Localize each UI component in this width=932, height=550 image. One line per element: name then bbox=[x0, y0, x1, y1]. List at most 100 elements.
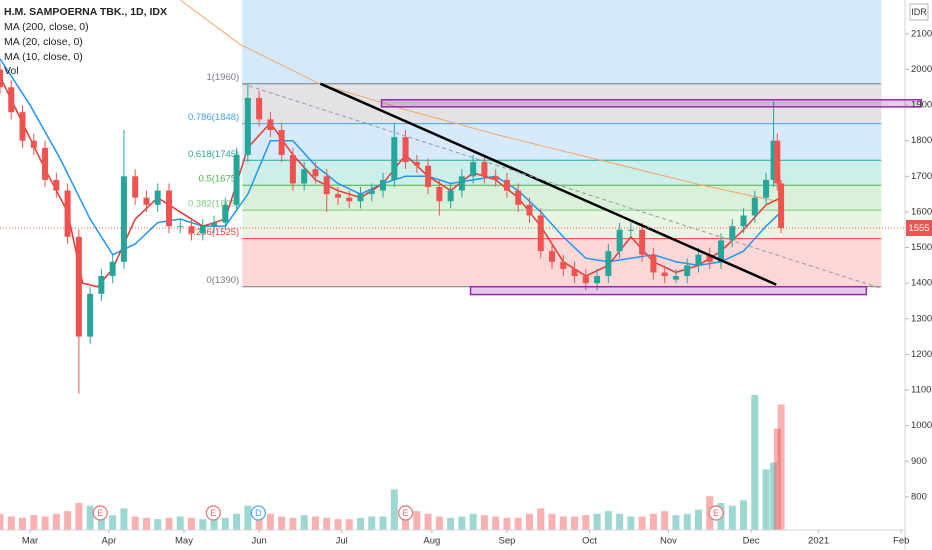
fib-band bbox=[242, 123, 882, 161]
y-tick-label: 1800 bbox=[911, 135, 932, 146]
volume-bar bbox=[244, 505, 252, 530]
candle-body bbox=[492, 176, 499, 180]
volume-bar bbox=[154, 519, 162, 530]
candle-body bbox=[571, 268, 578, 277]
volume-bar bbox=[64, 511, 72, 530]
volume-bar bbox=[469, 513, 477, 530]
candle-body bbox=[211, 222, 218, 227]
candle-body bbox=[616, 229, 623, 252]
y-tick-label: 2000 bbox=[911, 64, 932, 75]
candle-body bbox=[53, 179, 60, 191]
candle-body bbox=[165, 190, 172, 227]
candle-body bbox=[740, 215, 747, 227]
volume-bar bbox=[492, 516, 500, 530]
candle-body bbox=[256, 97, 263, 120]
fib-background bbox=[242, 0, 882, 84]
candle-body bbox=[503, 179, 510, 191]
volume-bar bbox=[616, 513, 624, 530]
volume-bar bbox=[548, 513, 556, 530]
event-label: E bbox=[210, 508, 216, 518]
candle-body bbox=[42, 147, 49, 180]
candle-body bbox=[368, 190, 375, 195]
candle-body bbox=[549, 251, 556, 262]
x-tick-label: Apr bbox=[102, 536, 117, 547]
candle-body bbox=[177, 226, 184, 228]
legend-item: Vol bbox=[4, 65, 19, 77]
volume-bar bbox=[435, 516, 443, 530]
volume-bar bbox=[131, 516, 139, 530]
candle-body bbox=[639, 229, 646, 255]
volume-bar bbox=[740, 500, 748, 530]
volume-bar bbox=[770, 462, 778, 530]
fib-band bbox=[242, 160, 882, 186]
candle-body bbox=[391, 137, 398, 180]
x-tick-label: Mar bbox=[22, 536, 38, 547]
candle-body bbox=[267, 119, 274, 131]
candle-body bbox=[222, 204, 229, 223]
candle-body bbox=[19, 112, 26, 141]
x-tick-label: 2021 bbox=[808, 536, 829, 547]
candle-body bbox=[425, 165, 432, 187]
event-marker bbox=[397, 505, 414, 521]
candle-body bbox=[774, 140, 781, 184]
candle-body bbox=[413, 162, 420, 166]
event-marker bbox=[92, 505, 108, 521]
candle-body bbox=[0, 69, 3, 88]
volume-bar bbox=[278, 516, 286, 530]
volume-bar bbox=[627, 516, 635, 530]
zone bbox=[469, 285, 868, 296]
candle-body bbox=[199, 226, 206, 234]
candle-body bbox=[481, 162, 488, 177]
legend-item: MA (200, close, 0) bbox=[4, 21, 89, 33]
candle-body bbox=[154, 190, 161, 205]
y-tick-label: 1700 bbox=[911, 171, 932, 182]
last-price-label: 1555 bbox=[908, 223, 929, 234]
moving-average bbox=[0, 58, 782, 267]
volume-bar bbox=[323, 517, 331, 530]
candle-body bbox=[323, 176, 330, 195]
x-tick-label: Jun bbox=[251, 536, 266, 547]
candle-body bbox=[278, 130, 285, 155]
volume-bar bbox=[109, 515, 117, 530]
candle-body bbox=[672, 276, 679, 280]
volume-bar bbox=[559, 516, 567, 530]
fib-band bbox=[242, 210, 882, 239]
volume-bar bbox=[368, 516, 376, 530]
currency: IDR bbox=[911, 7, 927, 17]
y-tick-label: 1200 bbox=[911, 349, 932, 360]
volume-bar bbox=[210, 519, 218, 530]
candle-body bbox=[312, 169, 319, 177]
volume-bar bbox=[41, 516, 49, 530]
volume-bar bbox=[334, 519, 342, 530]
volume-bar bbox=[199, 519, 207, 530]
volume-bar bbox=[52, 513, 60, 530]
y-tick-label: 1100 bbox=[911, 385, 931, 396]
x-tick-label: Dec bbox=[743, 536, 760, 547]
fib-band bbox=[242, 83, 882, 124]
event-label: E bbox=[713, 508, 719, 518]
volume-bar bbox=[311, 516, 319, 530]
volume-bar bbox=[751, 395, 759, 530]
fib-label: 0(1390) bbox=[206, 275, 239, 286]
candle-body bbox=[436, 186, 443, 202]
volume-bar bbox=[773, 428, 781, 530]
y-tick-label: 2100 bbox=[911, 28, 932, 39]
volume-bar bbox=[593, 513, 601, 530]
candle-body bbox=[778, 183, 785, 228]
y-tick-label: 800 bbox=[911, 491, 927, 502]
volume-bar bbox=[514, 517, 522, 530]
candle-body bbox=[537, 215, 544, 252]
chart-title: H.M. SAMPOERNA TBK., 1D, IDX bbox=[4, 6, 167, 18]
candle-body bbox=[75, 236, 82, 337]
x-tick-label: Nov bbox=[660, 536, 677, 547]
candle-body bbox=[763, 179, 770, 198]
candle-body bbox=[244, 97, 251, 155]
event-label: E bbox=[403, 508, 409, 518]
y-tick-label: 1900 bbox=[911, 100, 932, 111]
volume-bar bbox=[188, 517, 196, 530]
x-tick-label: Feb bbox=[893, 536, 909, 547]
event-marker bbox=[708, 505, 724, 521]
volume-bar bbox=[221, 517, 229, 530]
fib-label: 0.618(1745) bbox=[188, 149, 239, 160]
fib-label: 1(1960) bbox=[206, 72, 239, 83]
